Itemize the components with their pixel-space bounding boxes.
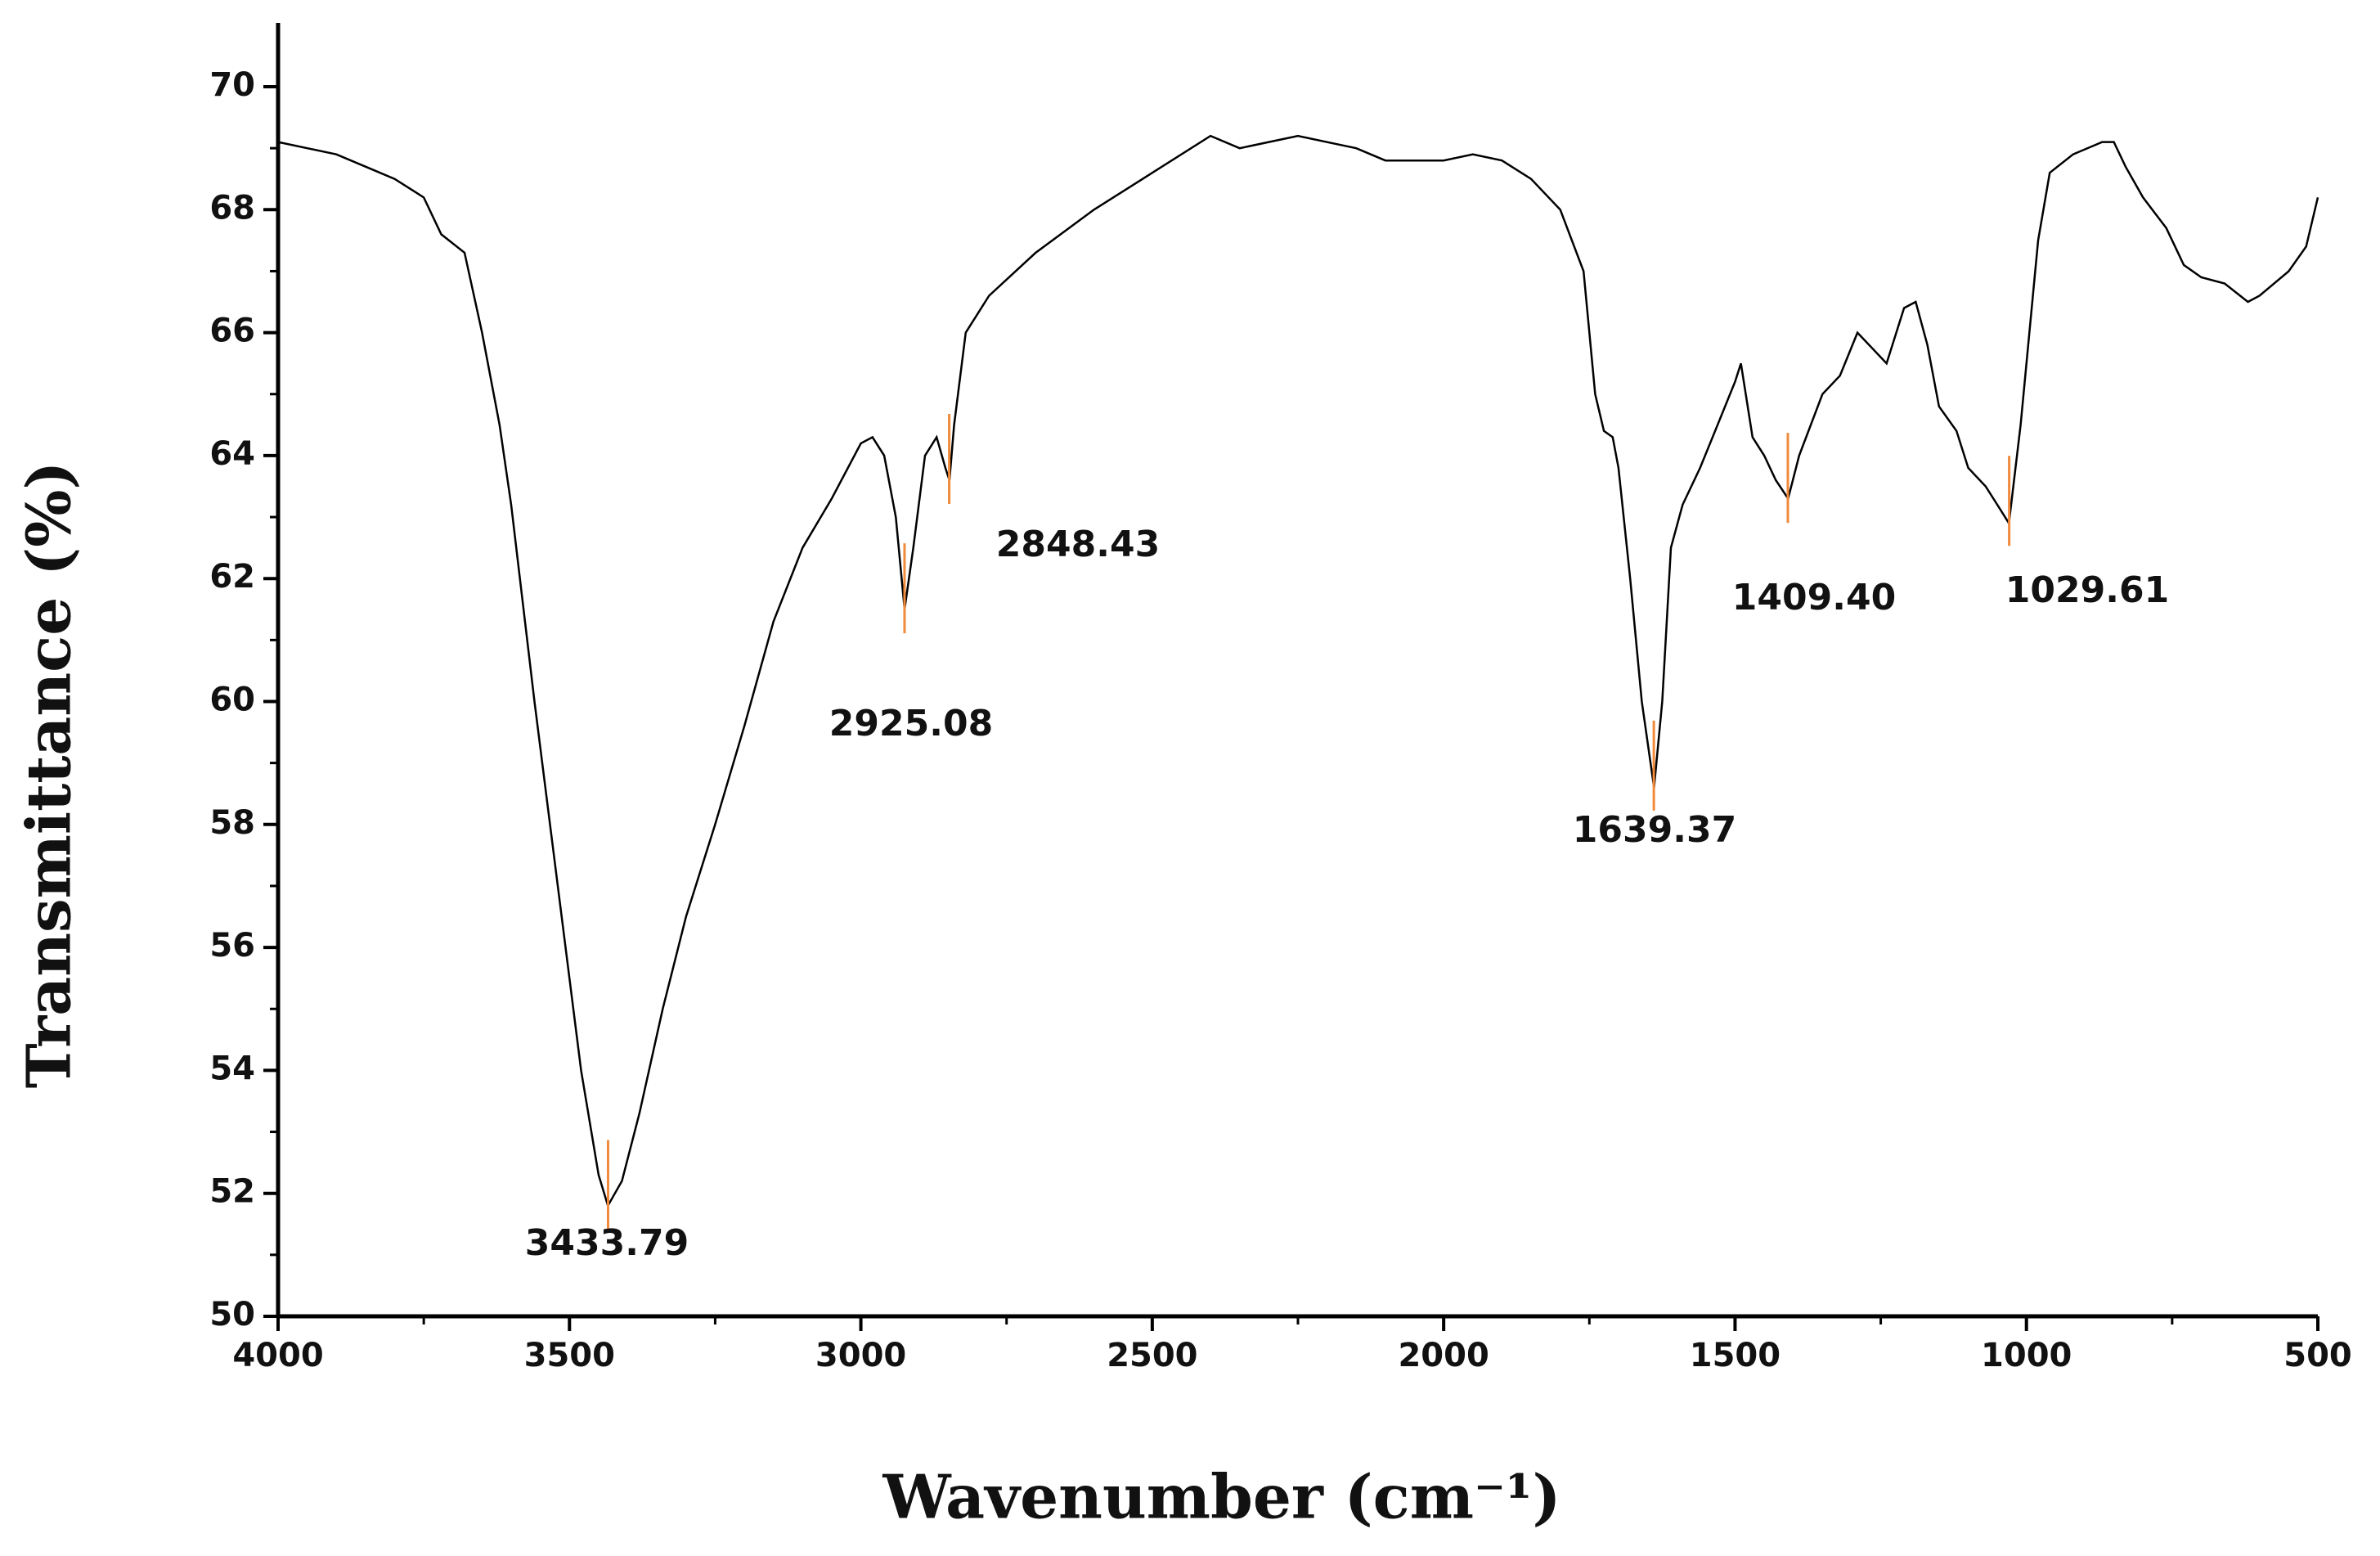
x-tick-label: 500 [2283, 1337, 2352, 1374]
y-tick-label: 66 [209, 313, 255, 350]
y-tick-label: 68 [209, 189, 255, 227]
peak-label: 3433.79 [525, 1222, 689, 1264]
y-tick-label: 56 [209, 927, 255, 965]
peak-label: 2925.08 [829, 703, 993, 744]
y-tick-label: 52 [209, 1173, 255, 1211]
x-tick-label: 2500 [1107, 1337, 1197, 1374]
y-tick-label: 50 [209, 1296, 255, 1333]
y-tick-label: 60 [209, 681, 255, 719]
y-tick-label: 64 [209, 435, 255, 473]
y-tick-label: 70 [209, 66, 255, 104]
y-tick-label: 54 [209, 1050, 255, 1087]
y-tick-label: 62 [209, 558, 255, 596]
peak-label: 1029.61 [2005, 569, 2169, 611]
spectrum-line [277, 134, 2319, 1208]
x-tick-label: 3500 [524, 1337, 615, 1374]
x-tick-label: 4000 [232, 1337, 323, 1374]
peak-label: 1639.37 [1573, 809, 1736, 851]
x-tick-label: 1500 [1690, 1337, 1781, 1374]
peak-label: 2848.43 [996, 524, 1160, 565]
x-tick-label: 1000 [1981, 1337, 2072, 1374]
y-tick-label: 58 [209, 804, 255, 842]
x-axis-title: Wavenumber (cm⁻¹) [882, 1463, 1560, 1533]
x-tick-label: 3000 [815, 1337, 906, 1374]
x-tick-label: 2000 [1398, 1337, 1489, 1374]
y-axis-title: Transmittance (%) [15, 461, 85, 1089]
peak-label: 1409.40 [1732, 577, 1896, 618]
